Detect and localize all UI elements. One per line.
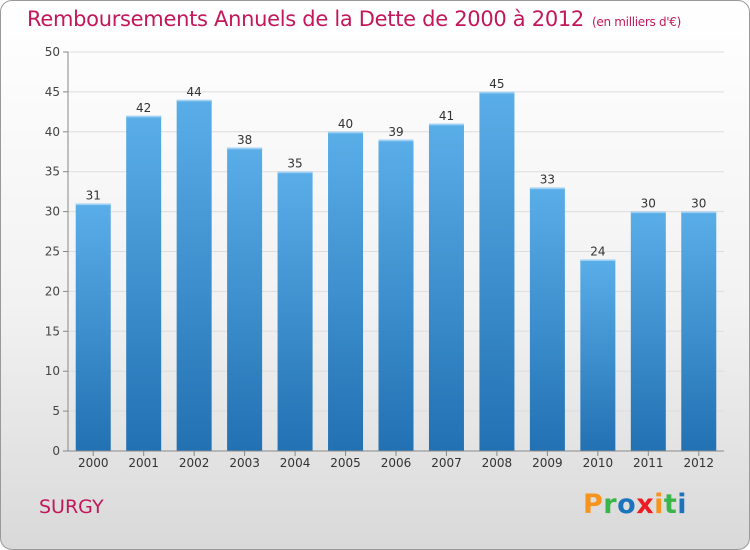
bar-highlight	[227, 147, 263, 150]
y-tick-label: 40	[45, 125, 60, 139]
data-label: 38	[237, 133, 252, 147]
x-tick-label: 2000	[78, 456, 109, 470]
data-label: 24	[590, 244, 605, 258]
bar-highlight	[328, 131, 364, 134]
logo-letter: i	[677, 489, 688, 520]
y-tick-label: 30	[45, 205, 60, 219]
y-tick-label: 25	[45, 245, 60, 259]
bar	[580, 259, 616, 451]
x-tick-label: 2012	[683, 456, 714, 470]
bar	[479, 91, 515, 452]
bar-highlight	[378, 139, 414, 142]
chart-title: Remboursements Annuels de la Dette de 20…	[27, 7, 681, 31]
bar	[176, 99, 212, 451]
labels: 0 5 10 15 20 25 30 35 40 45 50 31 2000 42 2001 44 2002 38…	[45, 45, 714, 470]
y-tick-label: 45	[45, 85, 60, 99]
logo-letter: r	[603, 489, 618, 520]
bar	[75, 203, 111, 451]
data-label: 30	[641, 197, 656, 211]
proxiti-logo: Proxiti	[583, 489, 687, 520]
bar	[227, 147, 263, 451]
data-label: 44	[187, 85, 202, 99]
y-tick-label: 5	[52, 404, 60, 418]
x-tick-label: 2006	[381, 456, 412, 470]
data-label: 35	[287, 157, 302, 171]
bars	[75, 91, 717, 452]
y-tick-label: 0	[52, 444, 60, 458]
y-tick-label: 20	[45, 284, 60, 298]
data-label: 39	[388, 125, 403, 139]
bar-highlight	[75, 203, 111, 206]
x-tick-label: 2002	[179, 456, 210, 470]
bar	[681, 211, 717, 451]
bar	[428, 123, 464, 451]
bar	[328, 131, 364, 452]
chart-title-text: Remboursements Annuels de la Dette de 20…	[27, 7, 584, 31]
data-label: 45	[489, 77, 504, 91]
x-tick-label: 2010	[583, 456, 614, 470]
x-tick-label: 2009	[532, 456, 563, 470]
bar-highlight	[126, 115, 162, 118]
data-label: 40	[338, 117, 353, 131]
x-tick-label: 2004	[280, 456, 311, 470]
x-tick-label: 2001	[128, 456, 159, 470]
logo-letter: P	[583, 489, 604, 520]
bar	[277, 171, 313, 451]
axes	[63, 51, 724, 456]
data-label: 41	[439, 109, 454, 123]
bar-highlight	[630, 211, 666, 214]
bar-highlight	[277, 171, 313, 174]
bar-highlight	[580, 259, 616, 261]
logo-letter: x	[636, 489, 655, 520]
y-tick-label: 35	[45, 165, 60, 179]
data-label: 30	[691, 197, 706, 211]
x-tick-label: 2008	[482, 456, 513, 470]
x-tick-label: 2003	[229, 456, 260, 470]
commune-name: SURGY	[39, 496, 104, 518]
x-tick-label: 2007	[431, 456, 462, 470]
logo-letter: o	[617, 489, 637, 520]
data-label: 33	[540, 173, 555, 187]
bar-highlight	[479, 91, 515, 94]
data-label: 31	[86, 189, 101, 203]
logo-letter: i	[654, 489, 664, 520]
bar-highlight	[428, 123, 464, 126]
data-label: 42	[136, 101, 151, 115]
chart-unit: (en milliers d'€)	[592, 15, 682, 29]
bar	[529, 187, 565, 451]
bar	[126, 115, 162, 451]
y-tick-label: 50	[45, 45, 60, 59]
y-tick-label: 15	[45, 324, 60, 338]
logo-letter: t	[663, 489, 678, 520]
bar-highlight	[529, 187, 565, 190]
y-tick-label: 10	[45, 364, 60, 378]
bar	[630, 211, 666, 451]
x-tick-label: 2011	[633, 456, 664, 470]
bar-highlight	[681, 211, 717, 214]
bar	[378, 139, 414, 451]
bar-highlight	[176, 99, 212, 102]
x-tick-label: 2005	[330, 456, 361, 470]
